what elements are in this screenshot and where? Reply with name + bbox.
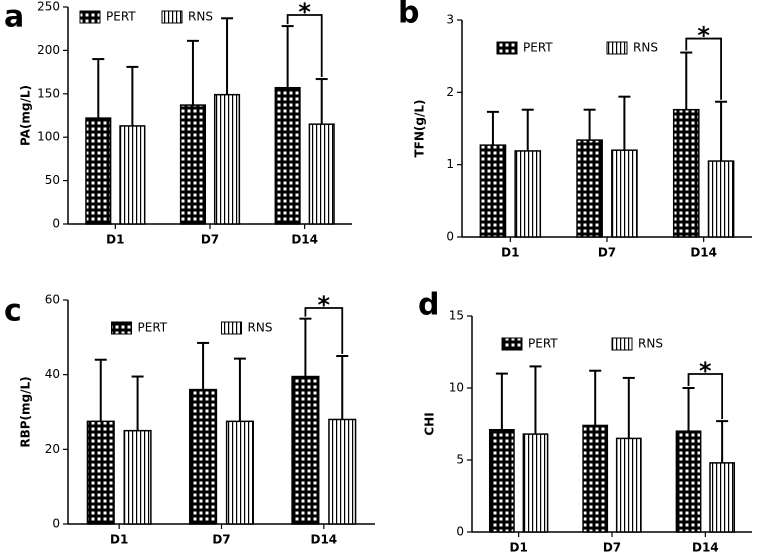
legend-label: RNS xyxy=(638,337,663,351)
bar xyxy=(123,429,152,525)
y-axis-label: PA(mg/L) xyxy=(19,85,33,146)
bar xyxy=(308,123,335,225)
bar xyxy=(291,375,320,525)
legend-label: PERT xyxy=(106,10,136,24)
x-tick-label: D7 xyxy=(598,246,616,260)
y-axis-label: CHI xyxy=(423,412,437,435)
bar xyxy=(514,150,542,238)
bar xyxy=(672,108,700,238)
significance-bracket xyxy=(687,373,724,420)
legend-label: RNS xyxy=(188,10,213,24)
y-tick-label: 5 xyxy=(456,453,464,467)
y-tick-label: 50 xyxy=(45,173,60,187)
legend-swatch xyxy=(79,10,101,24)
bar xyxy=(488,429,515,533)
bar xyxy=(611,149,638,238)
bar xyxy=(675,430,702,533)
legend-label: PERT xyxy=(523,41,553,55)
bar xyxy=(213,93,241,225)
legend-swatch xyxy=(611,337,633,351)
panel-label: d xyxy=(418,288,439,323)
significance-star: * xyxy=(298,0,311,26)
legend-swatch xyxy=(161,10,183,24)
bar xyxy=(707,160,735,238)
bar xyxy=(582,424,609,533)
y-tick-label: 60 xyxy=(45,293,60,307)
y-tick-label: 2 xyxy=(446,85,454,99)
bar xyxy=(522,433,549,533)
bar xyxy=(479,144,507,238)
y-tick-label: 0 xyxy=(456,525,464,539)
y-tick-label: 20 xyxy=(45,442,60,456)
y-tick-label: 0 xyxy=(52,517,60,531)
significance-bracket xyxy=(304,307,344,354)
y-tick-label: 0 xyxy=(52,217,60,231)
y-tick-label: 3 xyxy=(446,13,454,27)
significance-star: * xyxy=(699,357,712,385)
bar xyxy=(328,418,357,525)
legend-swatch xyxy=(501,337,523,351)
y-axis-label: TFN(g/L) xyxy=(413,99,427,157)
legend-swatch xyxy=(606,41,628,55)
bar xyxy=(85,117,112,225)
y-axis-label: RBP(mg/L) xyxy=(19,376,33,447)
significance-bracket xyxy=(685,37,722,100)
significance-bracket xyxy=(286,14,323,78)
x-tick-label: D14 xyxy=(690,246,717,260)
x-tick-label: D1 xyxy=(110,533,128,547)
y-tick-label: 0 xyxy=(446,230,454,244)
legend-label: RNS xyxy=(633,41,658,55)
bar xyxy=(274,86,301,225)
x-tick-label: D7 xyxy=(201,233,219,247)
panel-label: a xyxy=(4,0,24,35)
bar xyxy=(615,437,642,533)
y-tick-label: 1 xyxy=(446,157,454,171)
x-tick-label: D1 xyxy=(106,233,124,247)
y-tick-label: 200 xyxy=(37,43,60,57)
legend-label: PERT xyxy=(138,321,168,335)
y-tick-label: 250 xyxy=(37,0,60,14)
x-tick-label: D1 xyxy=(501,246,519,260)
bar xyxy=(225,420,254,525)
y-tick-label: 10 xyxy=(449,381,464,395)
panel-label: b xyxy=(398,0,419,31)
legend-swatch xyxy=(111,321,132,335)
legend-label: PERT xyxy=(528,337,558,351)
x-tick-label: D7 xyxy=(212,533,230,547)
x-tick-label: D7 xyxy=(603,541,621,553)
bar xyxy=(86,420,115,525)
bar xyxy=(179,104,207,225)
significance-star: * xyxy=(318,291,331,319)
bar xyxy=(119,125,146,225)
significance-star: * xyxy=(697,22,710,50)
x-tick-label: D14 xyxy=(291,233,318,247)
bar xyxy=(576,139,603,238)
x-tick-label: D14 xyxy=(310,533,337,547)
bar xyxy=(709,462,736,533)
y-tick-label: 150 xyxy=(37,86,60,100)
y-tick-label: 40 xyxy=(45,367,60,381)
bar xyxy=(189,388,218,525)
x-tick-label: D1 xyxy=(510,541,528,553)
y-tick-label: 15 xyxy=(449,309,464,323)
y-tick-label: 100 xyxy=(37,130,60,144)
panel-label: c xyxy=(4,294,22,329)
legend-swatch xyxy=(221,321,242,335)
legend-label: RNS xyxy=(248,321,273,335)
x-tick-label: D14 xyxy=(692,541,719,553)
legend-swatch xyxy=(496,41,518,55)
